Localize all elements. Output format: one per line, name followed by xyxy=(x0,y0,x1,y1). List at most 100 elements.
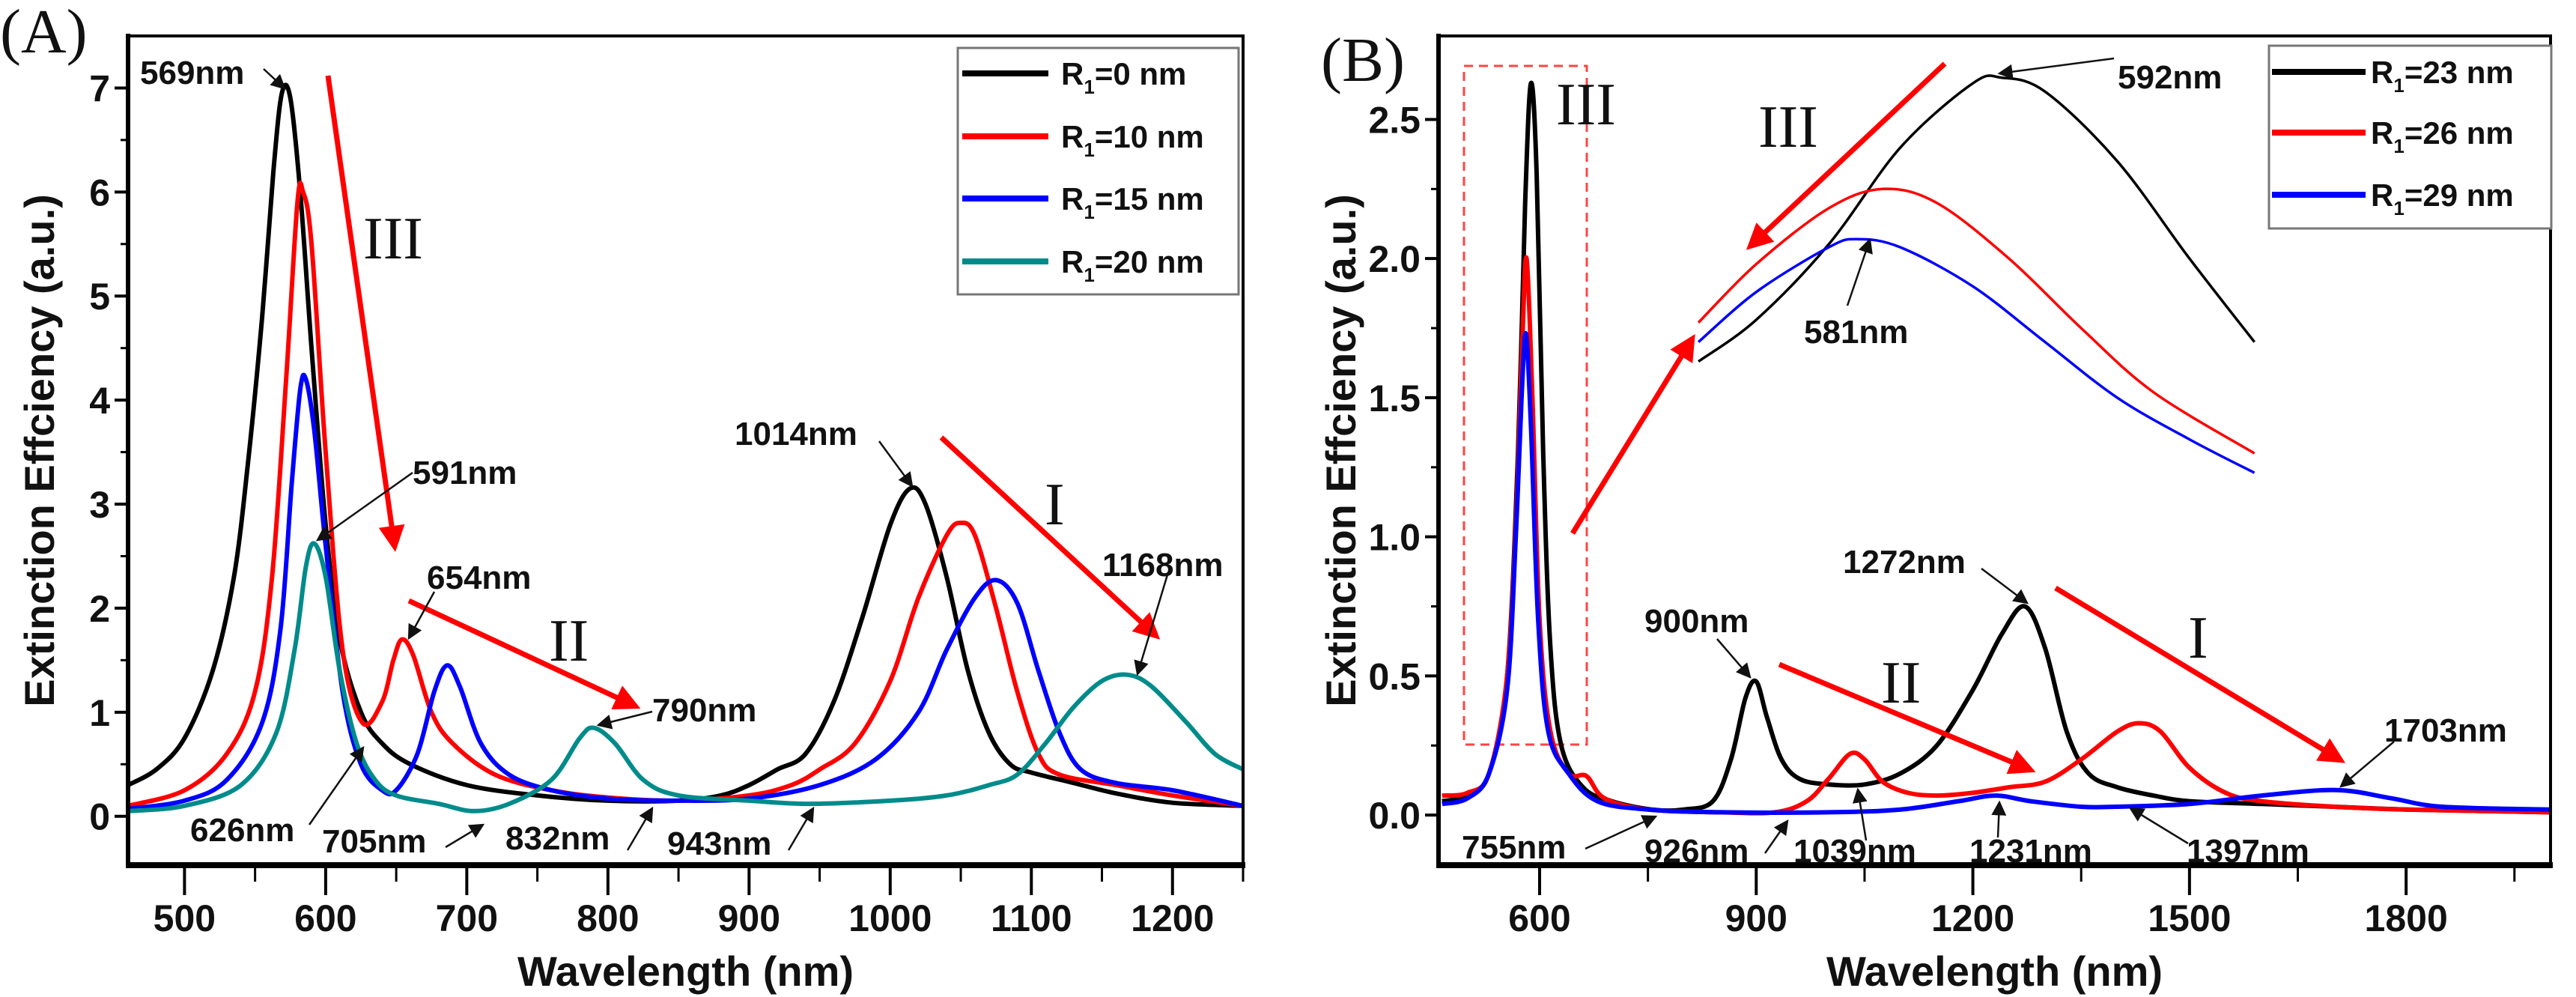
legend-value: =23 nm xyxy=(2405,55,2514,90)
trend-arrow xyxy=(2054,586,2345,763)
panel-a: 500 600 700 800 900 1000 1100 1200 0 1 2 3 4 5 6 7 Wavel… xyxy=(0,0,1245,995)
peak-annotation: 943nm xyxy=(667,825,771,862)
inset-line-0 xyxy=(1698,74,2255,363)
legend-subscript: 1 xyxy=(2393,197,2404,219)
x-tick-label: 1500 xyxy=(2148,897,2231,939)
y-tick-label: 0 xyxy=(89,796,110,838)
legend-entry: R1=0 nm xyxy=(1061,56,1186,98)
y-tick-label: 1.0 xyxy=(1368,517,1421,559)
peak-annotation: 926nm xyxy=(1644,833,1749,870)
panel-b: 600 900 1200 1500 1800 0.0 0.5 1.0 1.5 2.0 2.5 Wave… xyxy=(1317,25,2553,995)
x-tick-label: 900 xyxy=(1725,897,1787,939)
annotation-arrow xyxy=(878,440,914,488)
zoom-region-box xyxy=(1462,64,1588,746)
annotation-arrow xyxy=(308,745,365,825)
x-tick-label: 600 xyxy=(294,897,356,939)
series-line-29nm xyxy=(1442,331,2551,815)
y-tick-label: 0.5 xyxy=(1368,655,1421,697)
legend-box xyxy=(956,46,1240,296)
trend-arrow xyxy=(939,435,1161,640)
y-tick-label: 4 xyxy=(89,380,110,422)
annotation-arrow xyxy=(445,823,485,849)
annotation-arrow xyxy=(1764,819,1789,854)
peak-annotation: 1231nm xyxy=(1969,833,2092,870)
annotation-arrow xyxy=(626,806,654,851)
legend-symbol: R xyxy=(2371,178,2393,213)
x-axis-label: Wavelength (nm) xyxy=(517,948,854,995)
legend-value: =26 nm xyxy=(2405,115,2514,151)
y-tick-label: 5 xyxy=(89,276,110,318)
annotation-arrow xyxy=(2128,807,2189,845)
y-tick-label: 2.5 xyxy=(1368,99,1421,141)
annotation-arrow xyxy=(596,710,653,730)
series-group xyxy=(128,82,1243,813)
peak-annotation: 832nm xyxy=(505,820,610,857)
x-tick-label: 500 xyxy=(154,897,216,939)
x-tick-label: 1800 xyxy=(2365,897,2448,939)
mode-label: III xyxy=(1556,72,1616,138)
peak-annotation: 1397nm xyxy=(2187,833,2309,870)
legend-value: =10 nm xyxy=(1095,119,1204,154)
trend-arrow xyxy=(407,598,641,710)
annotation-arrow xyxy=(407,591,436,640)
peak-annotation: 626nm xyxy=(190,812,294,849)
legend-subscript: 1 xyxy=(2393,74,2404,97)
legend-box xyxy=(2267,44,2553,230)
peak-annotation: 592nm xyxy=(2118,59,2222,96)
peak-annotation: 654nm xyxy=(427,560,531,596)
annotation-arrow xyxy=(1997,57,2115,79)
x-tick-label: 600 xyxy=(1508,897,1570,939)
y-axis-label: Extinction Effciency (a.u.) xyxy=(1317,194,1364,707)
series-line-23nm xyxy=(1442,80,2551,815)
x-tick-label: 1200 xyxy=(1931,897,2014,939)
annotation-arrow xyxy=(1716,638,1752,679)
legend-entry: R1=29 nm xyxy=(2371,178,2514,219)
x-tick-label: 800 xyxy=(577,897,639,939)
inset-line-1 xyxy=(1697,187,2255,455)
mode-label: I xyxy=(2188,605,2208,671)
y-axis-label: Extinction Effciency (a.u.) xyxy=(16,194,63,707)
legend-symbol: R xyxy=(2371,115,2393,151)
peak-annotation: 900nm xyxy=(1644,603,1749,640)
y-tick-label: 0.0 xyxy=(1368,795,1421,837)
legend-entry: R1=23 nm xyxy=(2371,55,2514,97)
mode-label: III xyxy=(363,206,423,272)
annotation-arrow xyxy=(263,68,286,90)
annotation-arrow xyxy=(2339,741,2395,788)
series-line-15nm xyxy=(128,372,1243,811)
y-tick-label: 6 xyxy=(89,172,110,213)
y-tick-label: 2.0 xyxy=(1368,238,1421,280)
mode-label: II xyxy=(549,608,589,674)
peak-annotation: 1272nm xyxy=(1843,544,1966,581)
legend-subscript: 1 xyxy=(1084,139,1094,161)
annotation-arrow xyxy=(1991,800,2007,838)
x-tick-label: 1100 xyxy=(991,897,1072,939)
series-line-10nm xyxy=(128,181,1243,808)
legend-symbol: R xyxy=(1061,244,1084,279)
legend-symbol: R xyxy=(1061,56,1084,91)
legend-subscript: 1 xyxy=(1084,76,1094,98)
mode-label: II xyxy=(1881,650,1921,716)
annotation-arrow xyxy=(1846,237,1873,306)
panel-label: (B) xyxy=(1321,25,1405,95)
legend-entry: R1=10 nm xyxy=(1061,119,1204,161)
peak-annotation: 1014nm xyxy=(735,416,857,452)
y-tick-label: 1 xyxy=(89,692,110,734)
annotation-arrow xyxy=(1852,787,1868,841)
peak-annotation: 1168nm xyxy=(1102,547,1223,584)
y-tick-label: 3 xyxy=(89,484,110,526)
peak-annotation: 755nm xyxy=(1462,829,1566,866)
y-tick-label: 7 xyxy=(89,67,110,109)
x-tick-label: 1200 xyxy=(1131,897,1214,939)
x-tick-label: 700 xyxy=(436,897,498,939)
peak-annotation: 591nm xyxy=(413,455,517,491)
legend-entry: R1=26 nm xyxy=(2371,115,2514,157)
legend-subscript: 1 xyxy=(1084,201,1094,223)
annotation-arrow xyxy=(1134,572,1170,676)
mode-label: III xyxy=(1758,94,1818,160)
y-tick-label: 1.5 xyxy=(1368,378,1421,419)
trend-arrow xyxy=(325,75,405,552)
legend-value: =29 nm xyxy=(2405,178,2514,213)
